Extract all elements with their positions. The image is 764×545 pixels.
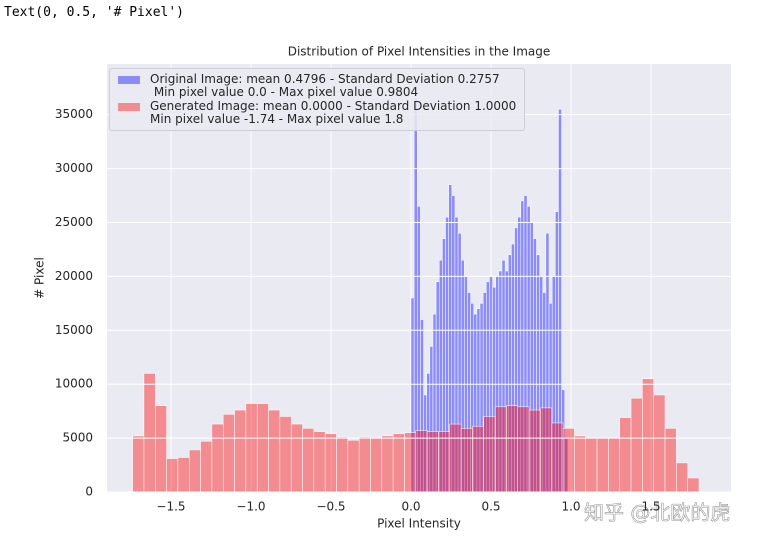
histogram-bar: [483, 416, 496, 493]
x-tick-label: 0.5: [481, 500, 500, 514]
histogram-bar: [653, 394, 666, 493]
y-tick-label: 25000: [55, 215, 93, 229]
histogram-bar: [506, 405, 519, 493]
x-axis-label: Pixel Intensity: [377, 517, 461, 531]
histogram-bar: [404, 432, 417, 493]
x-tick-label: 1.0: [561, 500, 580, 514]
histogram-bar: [517, 406, 530, 493]
histogram-bar: [392, 433, 405, 493]
legend-swatch: [118, 103, 140, 111]
y-axis-label: # Pixel: [33, 257, 47, 299]
histogram-bar: [336, 436, 349, 493]
y-tick-label: 5000: [62, 431, 93, 445]
histogram-bar: [279, 416, 292, 493]
y-tick-label: 10000: [55, 377, 93, 391]
histogram-bar: [177, 457, 190, 493]
histogram-bar: [494, 406, 507, 493]
watermark: 知乎 @北欧的虎: [584, 501, 730, 525]
histogram-bar: [472, 425, 485, 493]
histogram-bar: [381, 435, 394, 493]
y-tick-label: 35000: [55, 107, 93, 121]
histogram-bar: [551, 422, 564, 493]
histogram-bar: [676, 462, 688, 493]
histogram-bar: [313, 431, 326, 493]
histogram-bar: [642, 378, 654, 493]
legend-entry: Generated Image: mean 0.0000 - Standard …: [118, 100, 516, 126]
legend-entry: Original Image: mean 0.4796 - Standard D…: [118, 73, 516, 99]
histogram-bar: [438, 431, 451, 493]
legend-label: Generated Image: mean 0.0000 - Standard …: [150, 99, 517, 126]
legend: Original Image: mean 0.4796 - Standard D…: [109, 68, 526, 131]
x-tick-label: −1.0: [236, 500, 265, 514]
histogram-bar: [132, 435, 145, 493]
x-tick-label: −1.5: [156, 500, 185, 514]
histogram-bar: [540, 407, 552, 493]
histogram-bar: [268, 409, 281, 493]
histogram-bar: [426, 431, 439, 493]
y-tick-label: 0: [85, 485, 93, 499]
histogram-bar: [619, 417, 632, 493]
histogram-bar: [166, 458, 179, 493]
histogram-bar: [290, 423, 303, 493]
histogram-bar: [324, 433, 337, 493]
histogram-bar: [358, 436, 371, 493]
histogram-bar: [596, 437, 609, 493]
histogram-bar: [222, 414, 235, 493]
histogram-bar: [528, 409, 541, 493]
histogram-bar: [211, 423, 224, 493]
x-tick-label: 0.0: [401, 500, 420, 514]
histogram-bar: [687, 477, 700, 493]
histogram-bar: [449, 423, 462, 493]
histogram-bar: [188, 449, 201, 493]
histogram-bar: [347, 440, 360, 493]
plot-area: [107, 64, 731, 492]
histogram-bar: [574, 435, 586, 493]
histogram-bar: [143, 373, 156, 493]
histogram-bar: [256, 403, 269, 493]
legend-label: Original Image: mean 0.4796 - Standard D…: [150, 72, 500, 99]
chart-title: Distribution of Pixel Intensities in the…: [288, 45, 551, 59]
legend-swatch: [118, 76, 140, 84]
histogram-bar: [200, 441, 213, 493]
output-text: Text(0, 0.5, '# Pixel'): [4, 5, 185, 20]
histogram-bar: [155, 405, 167, 493]
histogram-bar: [608, 437, 620, 493]
y-tick-label: 30000: [55, 161, 93, 175]
histogram-bar: [370, 437, 383, 493]
x-tick-label: −0.5: [316, 500, 345, 514]
histogram-bar: [630, 397, 643, 493]
y-tick-label: 15000: [55, 323, 93, 337]
histogram-bar: [415, 430, 428, 493]
y-tick-label: 20000: [55, 269, 93, 283]
histogram-bar: [234, 409, 247, 493]
histogram-bar: [245, 403, 258, 493]
x-tick-label: 1.5: [641, 500, 660, 514]
histogram-bar: [585, 437, 598, 493]
